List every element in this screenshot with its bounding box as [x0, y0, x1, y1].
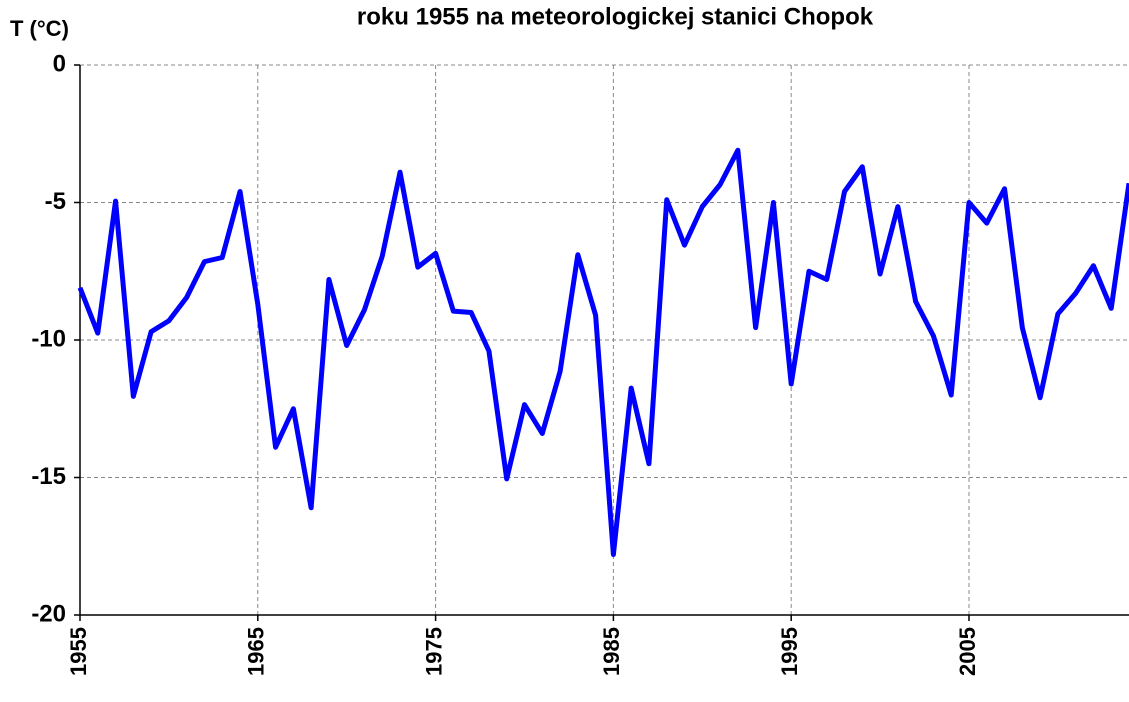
y-tick-label: -15 [31, 463, 66, 490]
x-tick-label: 2005 [955, 627, 980, 676]
y-tick-label: -10 [31, 325, 66, 352]
y-tick-label: 0 [53, 50, 66, 77]
x-tick-label: 1975 [421, 627, 446, 676]
x-tick-label: 1955 [66, 627, 91, 676]
chart-title: roku 1955 na meteorologickej stanici Cho… [357, 3, 874, 30]
x-tick-label: 1995 [777, 627, 802, 676]
x-tick-label: 1985 [599, 627, 624, 676]
y-axis-label: T (°C) [10, 16, 69, 41]
y-tick-label: -5 [45, 188, 66, 215]
x-tick-label: 1965 [244, 627, 269, 676]
y-tick-label: -20 [31, 600, 66, 627]
data-line [77, 147, 1129, 557]
